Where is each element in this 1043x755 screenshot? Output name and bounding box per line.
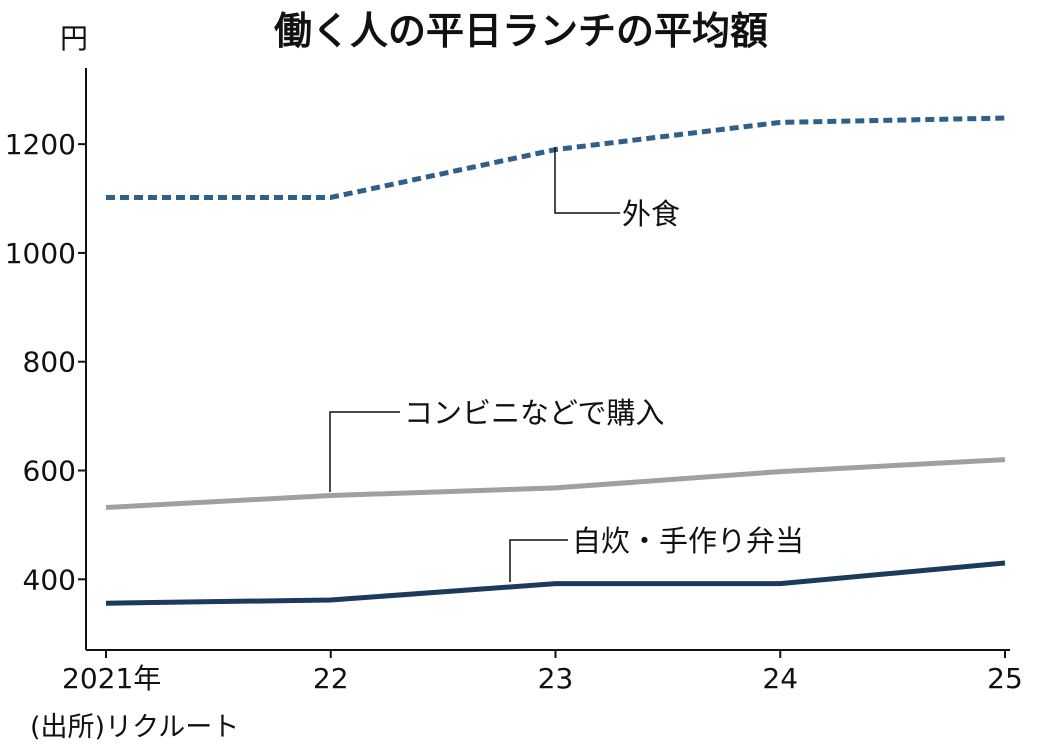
chart-title: 働く人の平日ランチの平均額 xyxy=(274,9,768,53)
series-label-gaishoku: 外食 xyxy=(622,197,680,231)
leader-line-gaishoku xyxy=(554,147,620,214)
leader-line-konbini xyxy=(329,411,400,492)
x-tick-label: 22 xyxy=(313,662,349,695)
series-line-konbini xyxy=(105,457,1006,510)
source-note: (出所)リクルート xyxy=(30,712,239,743)
x-axis-ticks: 2021年 22 23 24 25 xyxy=(62,650,1023,695)
x-tick-label: 2021年 xyxy=(62,662,161,695)
series-label-konbini: コンビニなどで購入 xyxy=(404,396,664,430)
x-tick-label: 23 xyxy=(538,662,574,695)
y-tick-label: 800 xyxy=(23,346,76,379)
series-line-jisui xyxy=(105,560,1006,606)
series-label-jisui: 自炊・手作り弁当 xyxy=(572,524,804,558)
series-annotations: 外食 コンビニなどで購入 自炊・手作り弁当 xyxy=(329,147,804,582)
x-tick-label: 24 xyxy=(762,662,798,695)
y-axis-ticks: 400 600 800 1000 1200 xyxy=(5,128,86,596)
y-tick-label: 600 xyxy=(23,455,76,488)
y-tick-label: 1200 xyxy=(5,128,76,161)
leader-line-jisui xyxy=(509,539,568,582)
y-tick-label: 1000 xyxy=(5,237,76,270)
x-tick-label: 25 xyxy=(987,662,1023,695)
y-axis-unit: 円 xyxy=(60,22,88,55)
y-tick-label: 400 xyxy=(23,563,76,596)
